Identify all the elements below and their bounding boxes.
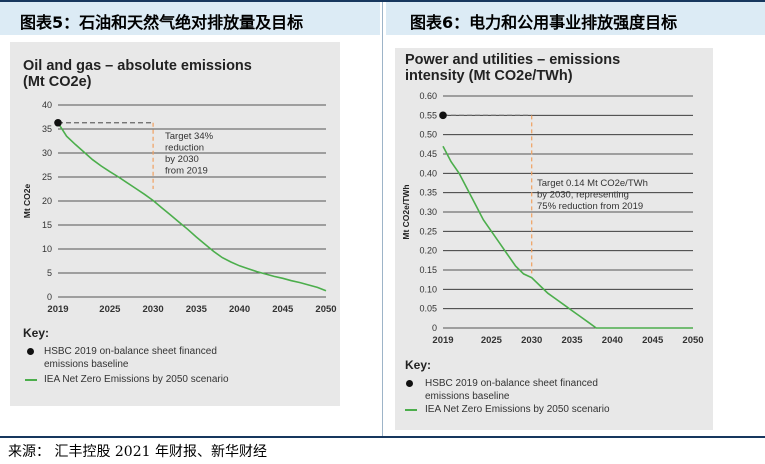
target-annotation-line: from 2019 [165,166,208,177]
series-line-icon [405,409,417,411]
chart-panel-power-utilities: Power and utilities – emissions intensit… [395,48,713,430]
series-line-icon [25,379,37,381]
y-tick-label: 25 [42,172,52,182]
figure-title-right: 图表6：电力和公用事业排放强度目标 [410,13,678,32]
x-tick-label: 2050 [682,335,703,346]
x-tick-label: 2019 [47,304,68,315]
chart-title-line: Oil and gas – absolute emissions [23,58,252,74]
y-tick-label: 0.55 [419,110,437,120]
y-tick-label: 30 [42,148,52,158]
target-annotation: Target 34% reduction by 2030 from 2019 [165,131,214,177]
y-tick-label: 0 [47,292,52,302]
chart-title-line: (Mt CO2e) [23,74,92,90]
y-tick-label: 20 [42,196,52,206]
key-item-line: emissions baseline [44,359,129,370]
key-item-series: IEA Net Zero Emissions by 2050 scenario [44,373,229,386]
target-annotation-line: reduction [165,143,204,154]
y-tick-label: 0 [432,323,437,333]
bottom-rule [0,436,765,438]
figure-header-left [0,2,380,35]
y-tick-label: 0.60 [419,91,437,101]
y-axis-label: Mt CO2e [22,183,32,218]
y-tick-label: 0.45 [419,149,437,159]
y-tick-label: 10 [42,244,52,254]
target-annotation-line: 75% reduction from 2019 [537,201,643,212]
chart-title-power: Power and utilities – emissions intensit… [405,52,620,84]
y-tick-label: 40 [42,100,52,110]
figure-title-left: 图表5：石油和天然气绝对排放量及目标 [20,13,304,32]
y-tick-label: 0.15 [419,265,437,275]
x-tick-label: 2050 [315,304,336,315]
figure-header-right [386,2,765,35]
x-tick-label: 2045 [272,304,294,315]
series-line [442,145,693,329]
y-tick-label: 15 [42,220,52,230]
y-tick-label: 0.30 [419,207,437,217]
x-tick-label: 2030 [521,335,542,346]
x-tick-label: 2025 [481,335,503,346]
y-tick-label: 0.25 [419,226,437,236]
key-item-line: HSBC 2019 on-balance sheet financed [44,346,217,357]
chart-panel-oil-gas: Oil and gas – absolute emissions (Mt CO2… [10,42,340,406]
baseline-dot-icon [406,380,413,387]
column-divider [382,2,383,436]
chart-plot-power: 0 0.05 0.10 0.15 0.20 0.25 0.30 0.35 0.40 0.45 0.5… [401,91,704,346]
key-item-baseline: HSBC 2019 on-balance sheet financed emis… [425,377,598,403]
y-tick-label: 0.50 [419,130,437,140]
x-tick-label: 2019 [432,335,453,346]
key-item-line: IEA Net Zero Emissions by 2050 scenario [425,404,610,415]
target-annotation-line: Target 0.14 Mt CO2e/TWh [537,178,648,189]
x-tick-label: 2035 [186,304,208,315]
y-tick-label: 0.40 [419,168,437,178]
y-tick-label: 0.35 [419,188,437,198]
y-tick-label: 0.05 [419,304,437,314]
y-tick-label: 5 [47,268,52,278]
top-rule [0,0,765,2]
x-tick-label: 2030 [143,304,164,315]
key-item-line: IEA Net Zero Emissions by 2050 scenario [44,374,229,385]
chart-title-line: Power and utilities – emissions [405,52,621,68]
x-tick-label: 2025 [99,304,121,315]
target-annotation-line: by 2030, representing [537,190,629,201]
target-annotation: Target 0.14 Mt CO2e/TWh by 2030, represen… [537,178,648,212]
series-line [57,122,327,292]
baseline-point [54,118,62,127]
y-axis-label: Mt CO2e/TWh [401,184,411,239]
key-title: Key: [405,358,432,372]
x-tick-label: 2045 [642,335,664,346]
target-annotation-line: Target 34% [165,131,214,142]
key-item-line: HSBC 2019 on-balance sheet financed [425,378,598,389]
chart-title-line: intensity (Mt CO2e/TWh) [405,68,573,84]
y-tick-label: 35 [42,124,52,134]
x-tick-label: 2040 [602,335,623,346]
baseline-dot-icon [27,348,34,355]
x-tick-label: 2035 [561,335,583,346]
chart-title-oil-gas: Oil and gas – absolute emissions (Mt CO2… [23,58,252,90]
target-annotation-line: by 2030 [165,154,199,165]
key-item-line: emissions baseline [425,391,510,402]
y-tick-label: 0.10 [419,284,437,294]
key-item-series: IEA Net Zero Emissions by 2050 scenario [425,403,610,416]
key-item-baseline: HSBC 2019 on-balance sheet financed emis… [44,345,217,371]
x-tick-label: 2040 [229,304,250,315]
y-tick-label: 0.20 [419,246,437,256]
key-title: Key: [23,326,50,340]
baseline-point [439,111,447,120]
source-note: 来源： 汇丰控股 2021 年财报、新华财经 [8,444,267,460]
